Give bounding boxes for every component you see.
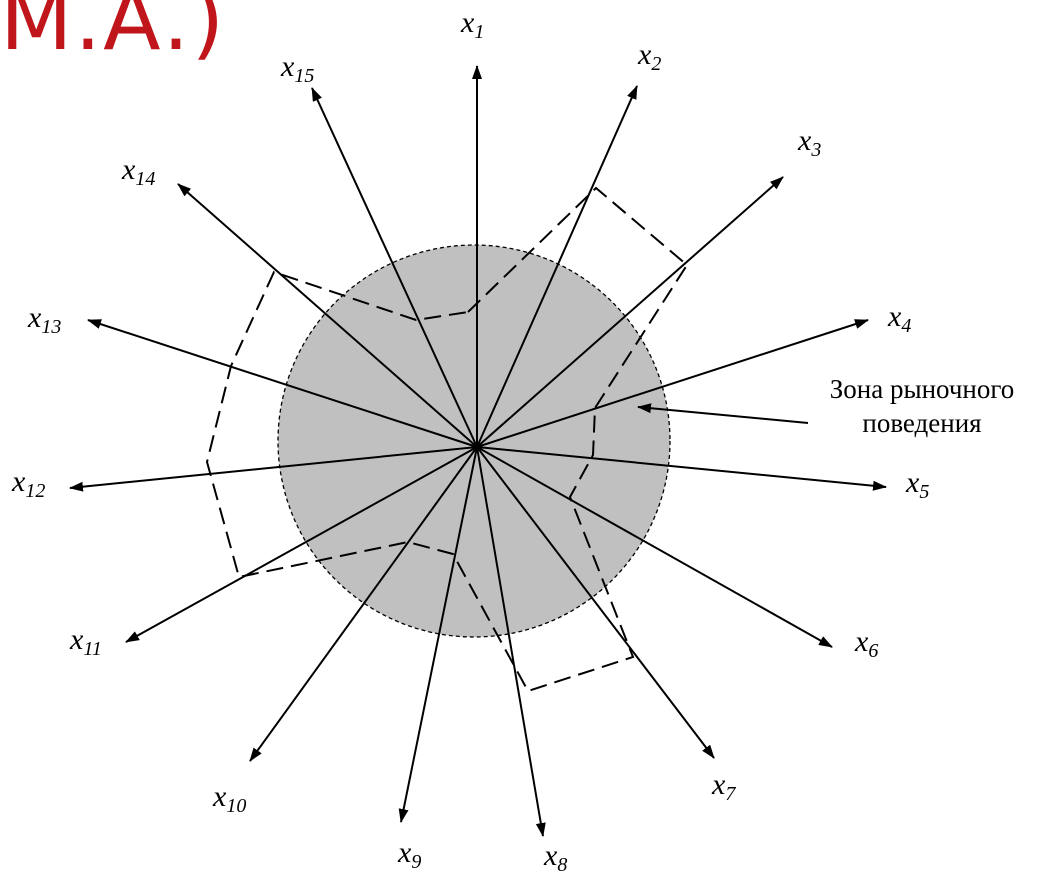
zone-label: Зона рыночного поведения — [802, 372, 1042, 440]
axis-index: 8 — [557, 854, 568, 876]
axis-label-5: x5 — [906, 466, 929, 503]
axis-arrow-6 — [476, 446, 833, 648]
axis-label-6: x6 — [855, 625, 878, 662]
axis-arrow-5 — [476, 446, 887, 491]
axis-index: 14 — [135, 168, 156, 190]
axis-variable: x — [888, 300, 902, 333]
zone-label-line-1: Зона рыночного — [829, 374, 1015, 404]
axis-variable: x — [281, 50, 295, 83]
axis-arrow-12 — [69, 446, 478, 492]
axis-label-4: x4 — [888, 300, 911, 337]
axis-index: 2 — [651, 53, 662, 75]
axis-label-11: x11 — [70, 623, 102, 660]
profile-contour — [205, 186, 689, 693]
heading-fragment: М.А.) — [0, 0, 227, 69]
axis-arrow-8 — [476, 446, 546, 837]
axis-variable: x — [855, 625, 869, 658]
axis-index: 9 — [411, 851, 422, 873]
axis-label-13: x13 — [28, 301, 61, 338]
axis-index: 5 — [919, 481, 930, 503]
axis-index: 6 — [868, 640, 879, 662]
axis-index: 12 — [25, 480, 46, 502]
axis-variable: x — [70, 623, 84, 656]
zone-pointer-arrow — [637, 403, 809, 424]
axis-variable: x — [544, 839, 558, 872]
axis-label-9: x9 — [398, 836, 421, 873]
axis-label-7: x7 — [712, 768, 735, 805]
axis-index: 4 — [901, 315, 912, 337]
axis-arrow-9 — [398, 446, 478, 823]
axis-arrow-7 — [476, 446, 715, 759]
axis-variable: x — [638, 38, 652, 71]
axis-index: 13 — [41, 316, 62, 338]
axis-label-15: x15 — [281, 50, 314, 87]
axis-label-2: x2 — [638, 38, 661, 75]
axis-arrow-2 — [476, 85, 638, 448]
axis-label-8: x8 — [544, 839, 567, 876]
axis-variable: x — [906, 466, 920, 499]
axis-arrow-4 — [476, 319, 869, 448]
zone-label-line-2: поведения — [862, 408, 982, 438]
axis-variable: x — [798, 124, 812, 157]
axis-variable: x — [712, 768, 726, 801]
axis-arrow-15 — [311, 87, 478, 448]
axis-label-14: x14 — [122, 153, 155, 190]
axis-arrow-3 — [476, 176, 784, 448]
axis-variable: x — [28, 301, 42, 334]
axis-label-12: x12 — [12, 465, 45, 502]
axis-variable: x — [12, 465, 26, 498]
axis-index: 7 — [725, 783, 736, 805]
axis-label-1: x1 — [461, 6, 484, 43]
axis-arrow-14 — [177, 183, 478, 448]
axis-variable: x — [398, 836, 412, 869]
axis-arrow-10 — [249, 446, 478, 762]
axis-variable: x — [213, 780, 227, 813]
axis-index: 10 — [226, 795, 247, 817]
axis-index: 1 — [474, 21, 485, 43]
axis-lines — [69, 65, 887, 837]
axis-variable: x — [461, 6, 475, 39]
axis-index: 11 — [83, 638, 102, 660]
axis-variable: x — [122, 153, 136, 186]
axis-index: 15 — [294, 65, 315, 87]
axis-arrow-11 — [125, 446, 478, 643]
axis-label-3: x3 — [798, 124, 821, 161]
axis-index: 3 — [811, 139, 822, 161]
axis-label-10: x10 — [213, 780, 246, 817]
axis-arrow-13 — [87, 319, 478, 448]
